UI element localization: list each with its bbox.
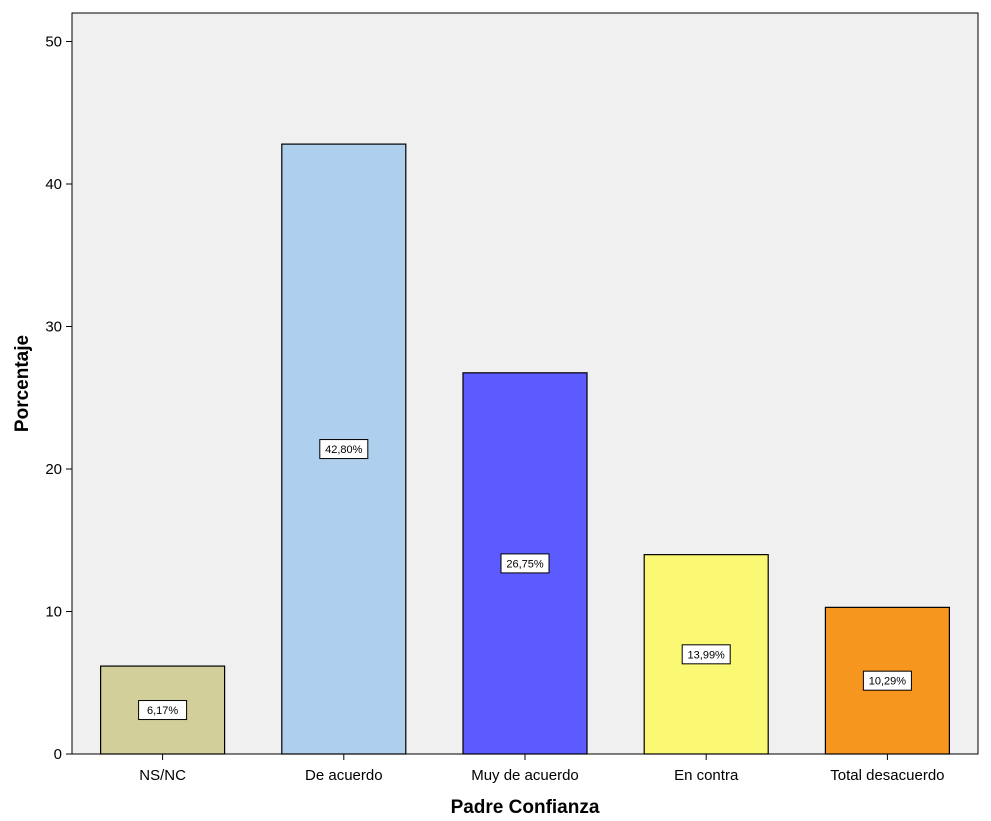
data-label-box [500,553,550,574]
data-label: 26,75% [506,558,544,570]
data-label-box [319,439,369,460]
y-tick-label: 20 [45,461,62,478]
x-category-label: Muy de acuerdo [471,767,579,784]
data-label: 10,29% [869,676,907,688]
y-axis-title: Porcentaje [12,335,33,432]
x-axis-title: Padre Confianza [451,797,600,818]
y-tick-label: 40 [45,176,62,193]
data-label-box [138,700,188,721]
data-label: 42,80% [325,444,363,456]
y-tick-label: 30 [45,319,62,336]
x-category-label: NS/NC [139,767,186,784]
y-axis-ticks: 0 10 20 30 40 50 [45,34,72,763]
bars [99,143,951,755]
y-tick-label: 10 [45,604,62,621]
x-category-label: Total desacuerdo [830,767,944,784]
data-label: 6,17% [147,705,178,717]
data-label-box [681,644,731,665]
data-label-box [862,670,912,691]
y-tick-label: 50 [45,34,62,51]
data-labels: 6,17% 42,80% 26,75% 13,99% 10,29% [138,439,912,721]
x-category-label: En contra [674,767,739,784]
data-label: 13,99% [688,649,726,661]
x-category-label: De acuerdo [305,767,383,784]
x-axis-categories: NS/NC De acuerdo Muy de acuerdo En contra To… [139,754,945,784]
y-tick-label: 0 [54,746,62,763]
